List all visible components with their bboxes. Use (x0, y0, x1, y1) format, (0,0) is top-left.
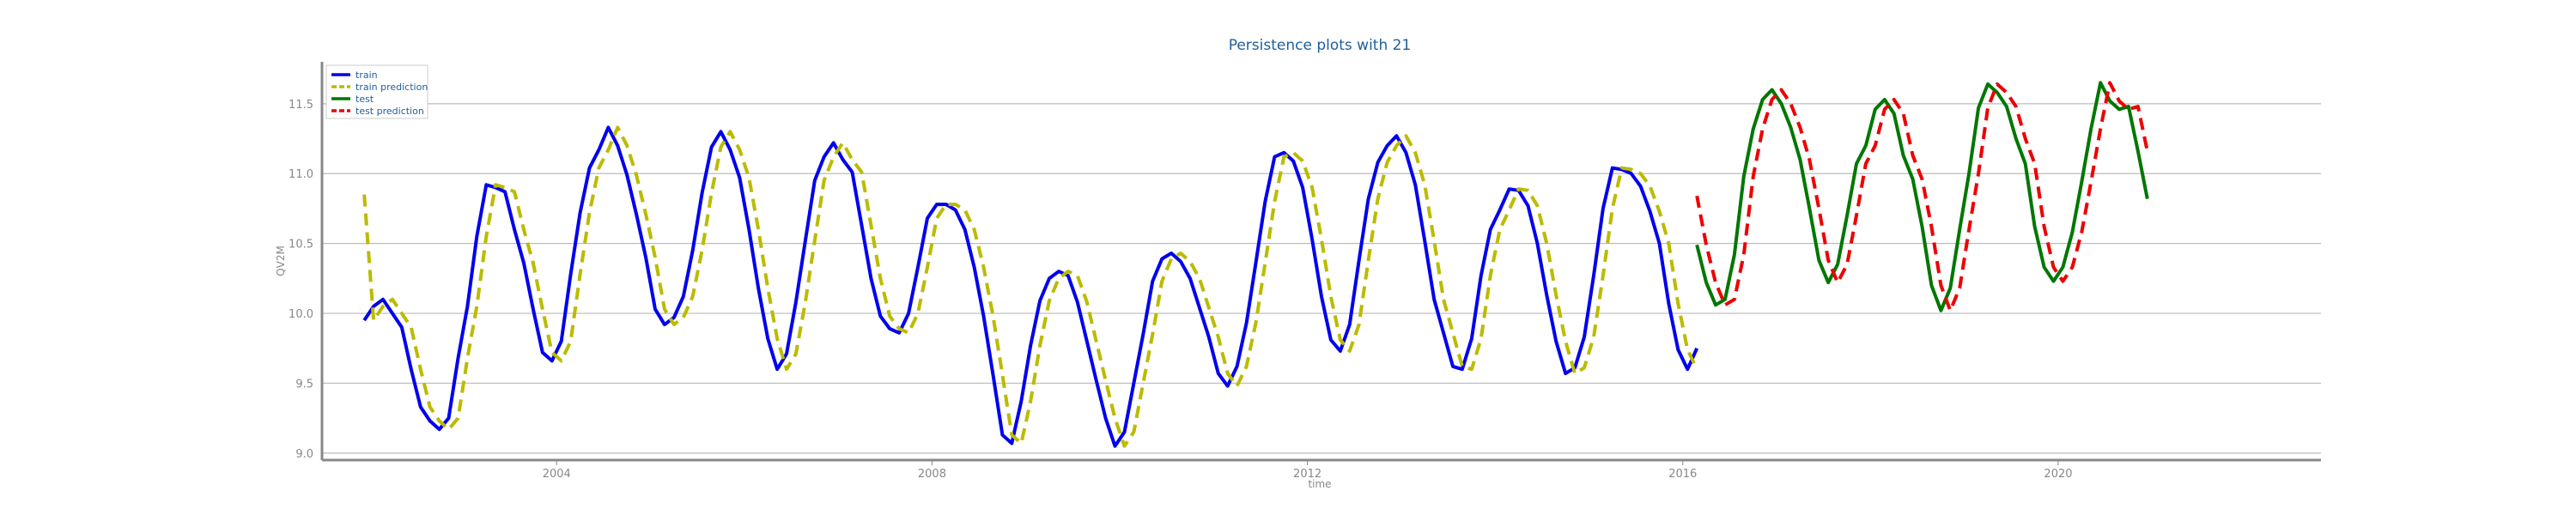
series-line-test (1695, 81, 2149, 312)
y-tick-label: 9.5 (295, 378, 313, 391)
x-tick-label: 2020 (2044, 468, 2072, 481)
y-tick-label: 9.0 (295, 448, 313, 461)
x-tick-label: 2008 (918, 468, 946, 481)
gridlines (322, 103, 2321, 454)
legend-label: test (355, 94, 374, 105)
y-tick-label: 10.0 (289, 308, 313, 321)
tick-labels: 9.0 9.5 10.0 10.5 11.0 11.5 2004 2008 2012 2016 20… (289, 99, 2072, 481)
series-line-test-prediction (1695, 81, 2149, 312)
axes (320, 62, 2321, 462)
series-line-train (362, 125, 1699, 448)
x-tick-label: 2016 (1668, 468, 1697, 481)
chart-title: Persistence plots with 21 (1229, 37, 1412, 54)
x-axis-label: time (1308, 478, 1331, 490)
x-tick-label: 2012 (1293, 468, 1321, 481)
y-tick-label: 11.5 (289, 99, 313, 112)
y-tick-label: 10.5 (289, 239, 313, 251)
y-tick-label: 11.0 (289, 168, 313, 181)
legend-label: train prediction (355, 82, 428, 93)
legend-label: test prediction (355, 106, 424, 117)
series-lines (362, 81, 2149, 448)
x-tick-label: 2004 (543, 468, 571, 481)
series-line-train-prediction (362, 125, 1699, 448)
y-axis-label: QV2M (275, 245, 287, 276)
legend-label: train (355, 70, 378, 81)
